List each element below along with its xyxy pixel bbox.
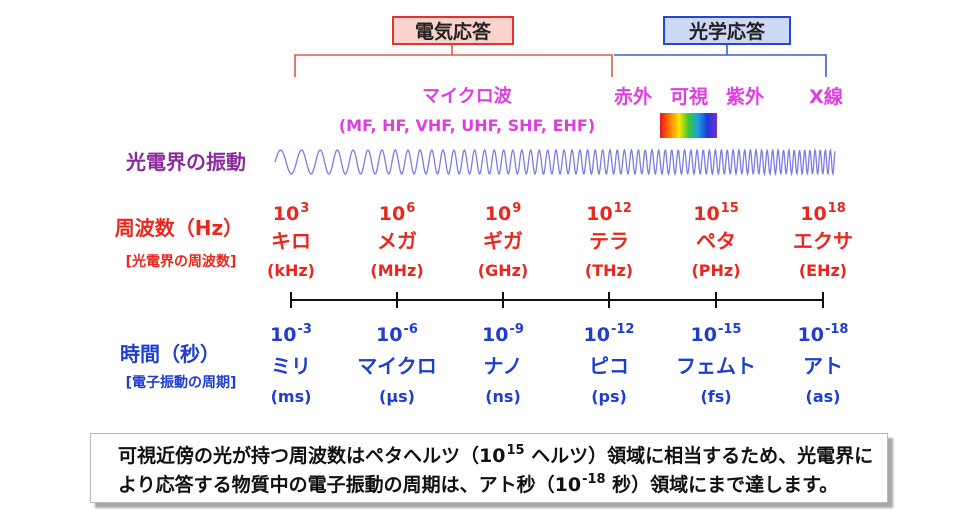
power-exponent: -3 (297, 322, 312, 337)
visible-label: 可視 (669, 86, 708, 108)
power-base: 10 (797, 324, 824, 346)
frequency-unit: (GHz) (477, 261, 529, 280)
time-unit: (ps) (591, 387, 627, 406)
power-exponent: 6 (406, 201, 416, 216)
power-exponent: 3 (300, 201, 310, 216)
power-exponent: -6 (403, 322, 418, 337)
note-text: ヘルツ）領域に相当するため、光電界に (524, 445, 874, 467)
time-unit: (µs) (379, 387, 415, 406)
time-unit: (as) (805, 387, 841, 406)
microwave-label: マイクロ波 (422, 86, 512, 107)
frequency-power-of-ten: 1018 (758, 201, 888, 226)
frequency-si-prefix: メガ (377, 229, 417, 253)
power-base: 10 (800, 203, 827, 225)
electrical-response-bracket (294, 44, 613, 77)
power-base: 10 (586, 203, 613, 225)
note-text: 可視近傍の光が持つ周波数はペタヘルツ（10 (118, 445, 506, 467)
power-base: 10 (484, 203, 512, 225)
frequency-power-of-ten: 109 (438, 201, 568, 226)
power-exponent: 12 (613, 201, 632, 216)
power-base: 10 (378, 203, 406, 225)
power-base: 10 (272, 203, 300, 225)
frequency-power-of-ten: 106 (332, 201, 462, 226)
time-unit: (ms) (270, 387, 312, 406)
electrical-response-label: 電気応答 (414, 21, 491, 43)
frequency-power-of-ten: 103 (226, 201, 356, 226)
frequency-label: 周波数（Hz） (114, 216, 244, 240)
electrical-response-box: 電気応答 (392, 16, 514, 45)
time-unit: (fs) (700, 387, 732, 406)
frequency-power-of-ten: 1015 (651, 201, 781, 226)
frequency-unit: (EHz) (798, 261, 848, 280)
time-si-prefix: マイクロ (357, 354, 437, 378)
power-exponent: -12 (610, 322, 635, 337)
time-power-of-ten: 10-12 (544, 322, 674, 347)
infrared-label: 赤外 (613, 86, 652, 108)
note-exponent: 15 (506, 443, 525, 458)
ultraviolet-label: 紫外 (725, 86, 764, 108)
power-base: 10 (690, 324, 717, 346)
frequency-unit: (kHz) (267, 261, 315, 280)
power-exponent: -9 (509, 322, 524, 337)
time-si-prefix: フェムト (676, 354, 756, 378)
explanation-line-1: 可視近傍の光が持つ周波数はペタヘルツ（1015 ヘルツ）領域に相当するため、光電… (118, 443, 873, 472)
frequency-unit: (PHz) (691, 261, 741, 280)
explanation-line-2: より応答する物質中の電子振動の周期は、アト秒（10-18 秒）領域にまで達します… (118, 472, 838, 501)
time-si-prefix: ミリ (271, 354, 311, 378)
visible-spectrum-bar (660, 113, 717, 138)
frequency-unit: (MHz) (370, 261, 424, 280)
electric-field-wave (274, 147, 836, 177)
power-base: 10 (693, 203, 720, 225)
xray-label: X線 (809, 86, 843, 108)
time-power-of-ten: 10-18 (758, 322, 888, 347)
frequency-sublabel: [光電界の周波数] (125, 254, 237, 270)
frequency-si-prefix: キロ (271, 229, 311, 253)
note-text: より応答する物質中の電子振動の周期は、アト秒（10 (118, 474, 582, 496)
time-label: 時間（秒） (120, 342, 220, 366)
optical-response-bracket (614, 44, 827, 77)
time-si-prefix: ピコ (589, 354, 629, 378)
power-exponent: -15 (717, 322, 742, 337)
power-base: 10 (482, 324, 509, 346)
frequency-power-of-ten: 1012 (544, 201, 674, 226)
power-base: 10 (583, 324, 610, 346)
note-exponent: -18 (582, 472, 606, 487)
power-exponent: 18 (827, 201, 846, 216)
frequency-si-prefix: テラ (589, 229, 629, 253)
frequency-si-prefix: ペタ (696, 229, 736, 253)
time-power-of-ten: 10-6 (332, 322, 462, 347)
frequency-si-prefix: ギガ (483, 229, 523, 253)
oscillation-label: 光電界の振動 (126, 150, 246, 174)
time-unit: (ns) (485, 387, 521, 406)
time-power-of-ten: 10-3 (226, 322, 356, 347)
time-sublabel: [電子振動の周期] (125, 375, 237, 391)
time-power-of-ten: 10-15 (651, 322, 781, 347)
time-power-of-ten: 10-9 (438, 322, 568, 347)
optical-response-label: 光学応答 (688, 21, 765, 43)
explanation-note-box: 可視近傍の光が持つ周波数はペタヘルツ（1015 ヘルツ）領域に相当するため、光電… (90, 433, 888, 503)
frequency-unit: (THz) (584, 261, 634, 280)
time-si-prefix: アト (803, 354, 843, 378)
optical-response-box: 光学応答 (663, 16, 791, 45)
power-base: 10 (376, 324, 403, 346)
power-exponent: -18 (824, 322, 849, 337)
microwave-bands-label: (MF, HF, VHF, UHF, SHF, EHF) (338, 116, 596, 135)
power-exponent: 15 (720, 201, 739, 216)
power-exponent: 9 (512, 201, 522, 216)
time-si-prefix: ナノ (483, 354, 523, 378)
frequency-si-prefix: エクサ (793, 229, 853, 253)
note-text: 秒）領域にまで達します。 (605, 474, 839, 496)
power-base: 10 (270, 324, 297, 346)
